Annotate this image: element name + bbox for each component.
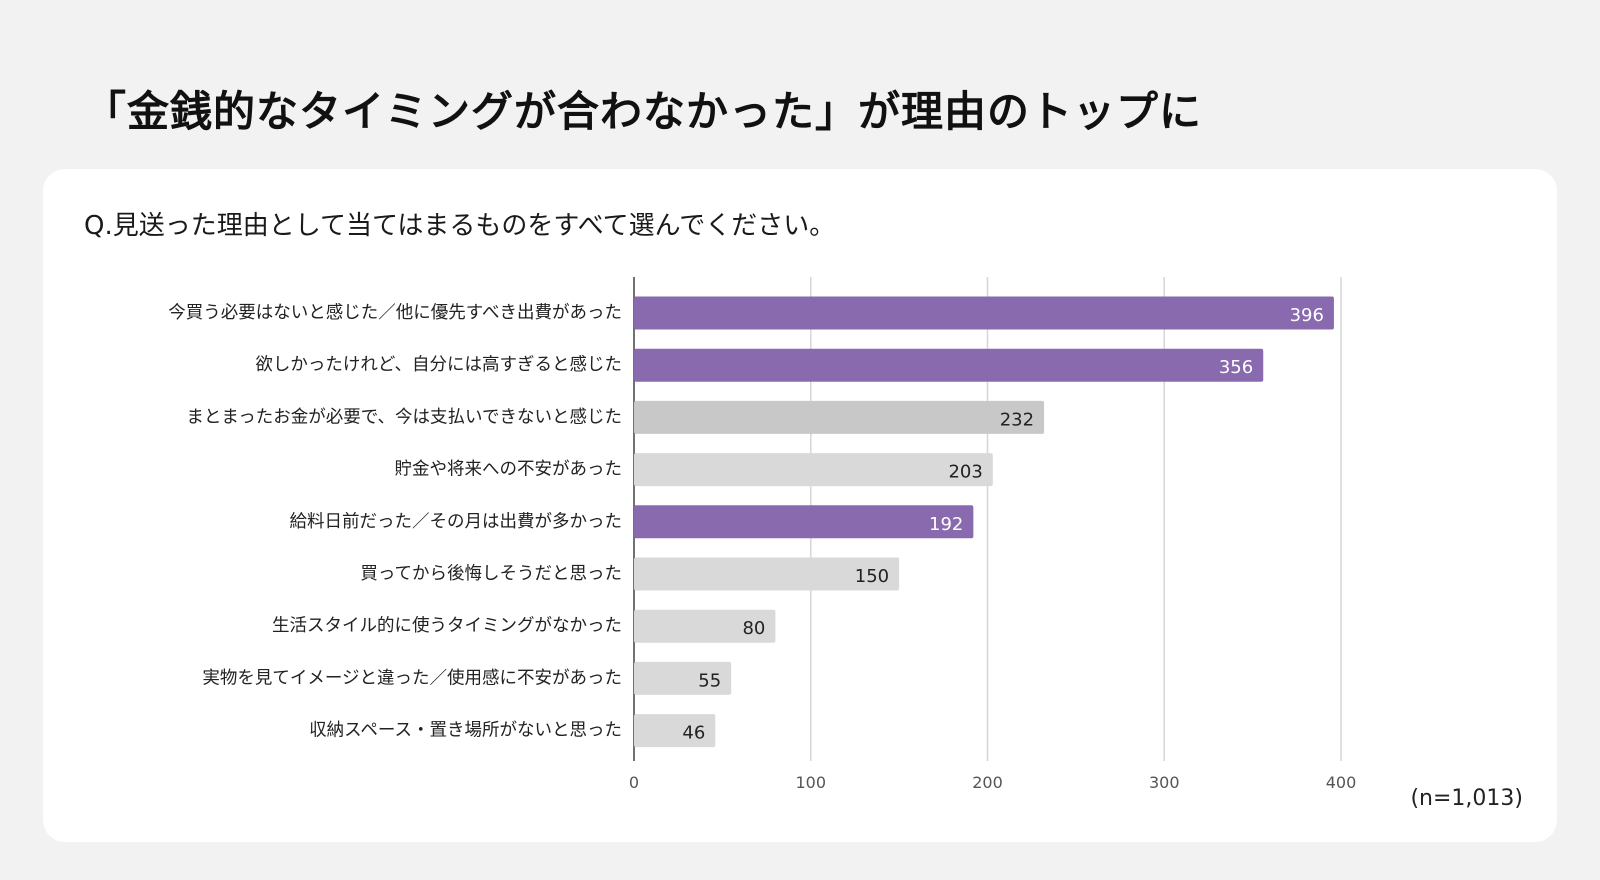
data-label: 46: [682, 723, 705, 744]
category-label: まとまったお金が必要で、今は支払いできないと感じた: [186, 407, 622, 427]
data-label: 396: [1290, 305, 1324, 326]
category-label: 欲しかったけれど、自分には高すぎると感じた: [255, 355, 622, 375]
sample-size-note: (n=1,013): [1410, 786, 1523, 811]
bar: [634, 400, 1045, 434]
bar: [634, 557, 900, 591]
bar: [634, 661, 732, 695]
data-label: 356: [1219, 357, 1253, 378]
data-label: 55: [698, 670, 721, 691]
x-tick-label: 100: [795, 773, 826, 792]
data-label: 232: [1000, 409, 1034, 430]
category-label: 今買う必要はないと感じた／他に優先すべき出費があった: [168, 303, 622, 323]
category-label: 給料日前だった／その月は出費が多かった: [290, 512, 623, 532]
category-label: 収納スペース・置き場所がないと思った: [309, 721, 622, 741]
chart-card: Q.見送った理由として当てはまるものをすべて選んでください。 今買う必要はないと…: [43, 169, 1557, 842]
x-tick-label: 200: [972, 773, 1003, 792]
data-label: 80: [742, 618, 765, 639]
category-label: 実物を見てイメージと違った／使用感に不安があった: [202, 667, 622, 688]
bar: [634, 348, 1264, 382]
x-tick-label: 300: [1149, 773, 1180, 792]
bar: [634, 714, 716, 748]
bar: [634, 296, 1334, 330]
data-label: 150: [855, 566, 889, 587]
category-label: 買ってから後悔しそうだと思った: [360, 564, 622, 584]
x-tick-label: 0: [629, 773, 639, 792]
data-label: 203: [948, 462, 982, 483]
bar-chart: 今買う必要はないと感じた／他に優先すべき出費があった 396 欲しかったけれど、自分…: [168, 277, 1357, 792]
question-text: Q.見送った理由として当てはまるものをすべて選んでください。: [84, 211, 836, 241]
x-tick-label: 400: [1326, 773, 1357, 792]
bar: [634, 453, 993, 487]
bar: [634, 609, 776, 643]
headline: 「金銭的なタイミングが合わなかった」が理由のトップに: [84, 87, 1203, 136]
category-label: 貯金や将来への不安があった: [395, 460, 623, 480]
data-label: 192: [929, 514, 963, 535]
category-label: 生活スタイル的に使うタイミングがなかった: [272, 615, 622, 636]
bar: [634, 505, 974, 539]
